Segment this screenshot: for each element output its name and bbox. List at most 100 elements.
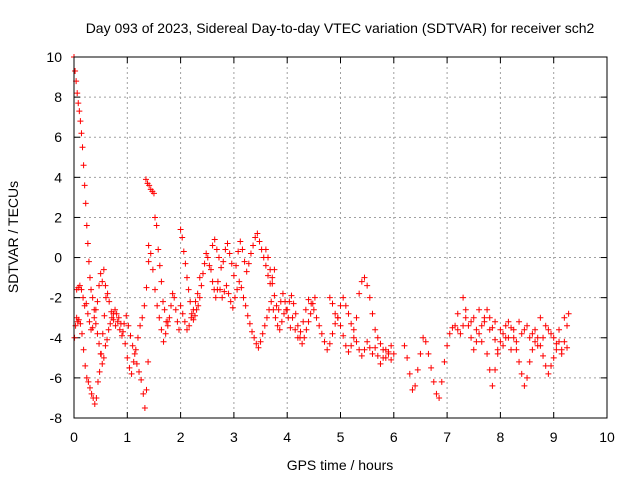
x-tick-label: 10 [599,429,615,445]
data-point [270,306,277,313]
data-point [96,282,103,289]
data-point [110,316,117,323]
data-point [146,182,153,189]
data-point [545,326,552,333]
data-point [113,310,120,317]
data-point [565,310,572,317]
data-point [218,264,225,271]
data-point [340,294,347,301]
data-point [89,324,96,331]
data-point [191,312,198,319]
data-point [513,346,520,353]
data-point [192,298,199,305]
data-point [468,334,475,341]
data-point [265,272,272,279]
data-point [492,318,499,325]
data-point [353,338,360,345]
data-point [454,326,461,333]
data-point [348,342,355,349]
data-point [76,108,83,115]
data-point [152,214,159,221]
data-point [369,350,376,357]
data-point [94,378,101,385]
data-point [187,298,194,305]
data-point [420,334,427,341]
data-point [470,346,477,353]
data-point [500,342,507,349]
data-point [532,338,539,345]
data-point [278,318,285,325]
data-point [550,354,557,361]
x-tick-label: 5 [337,429,345,445]
data-point [433,390,440,397]
data-point [236,278,243,285]
data-point [473,326,480,333]
x-axis-title: GPS time / hours [287,457,394,473]
data-point [168,302,175,309]
data-point [82,200,89,207]
data-point [308,300,315,307]
data-point [169,290,176,297]
data-point [256,238,263,245]
data-point [468,318,475,325]
data-point [88,286,95,293]
data-point [290,300,297,307]
data-point [190,306,197,313]
data-point [81,182,88,189]
data-point [126,364,133,371]
data-point [494,350,501,357]
data-point [550,334,557,341]
data-point [436,394,443,401]
data-point [179,310,186,317]
data-point [71,334,78,341]
y-tick-label: 2 [54,209,62,225]
x-tick-label: 8 [497,429,505,445]
data-point [390,350,397,357]
data-point [98,350,105,357]
data-point [460,294,467,301]
data-point [129,342,136,349]
data-point [182,260,189,267]
data-point [209,242,216,249]
data-point [524,374,531,381]
data-point [540,352,547,359]
data-point [96,368,103,375]
data-point [303,326,310,333]
data-point [160,338,167,345]
data-point [532,326,539,333]
data-point [497,326,504,333]
data-point [516,358,523,365]
data-point [120,328,127,335]
data-point [217,286,224,293]
data-point [542,322,549,329]
y-axis-title: SDTVAR / TECUs [5,181,21,293]
x-tick-label: 4 [283,429,291,445]
data-point [388,356,395,363]
data-point [145,358,152,365]
data-point [300,318,307,325]
data-point [231,294,238,301]
data-point [183,326,190,333]
data-point [207,266,214,273]
data-point [441,358,448,365]
data-point [185,286,192,293]
data-point [186,322,193,329]
data-point [88,390,95,397]
grid-lines [74,57,607,418]
data-point [267,266,274,273]
x-tick-label: 0 [70,429,78,445]
data-point [122,340,129,347]
data-point [478,322,485,329]
data-point [77,320,84,327]
data-point [310,306,317,313]
data-point [271,292,278,299]
data-point [252,234,259,241]
data-point [220,258,227,265]
data-point [409,386,416,393]
data-series-sdtvar [71,54,572,411]
data-point [481,318,488,325]
data-point [288,292,295,299]
data-point [294,322,301,329]
plot-frame [73,56,608,419]
data-point [265,254,272,261]
